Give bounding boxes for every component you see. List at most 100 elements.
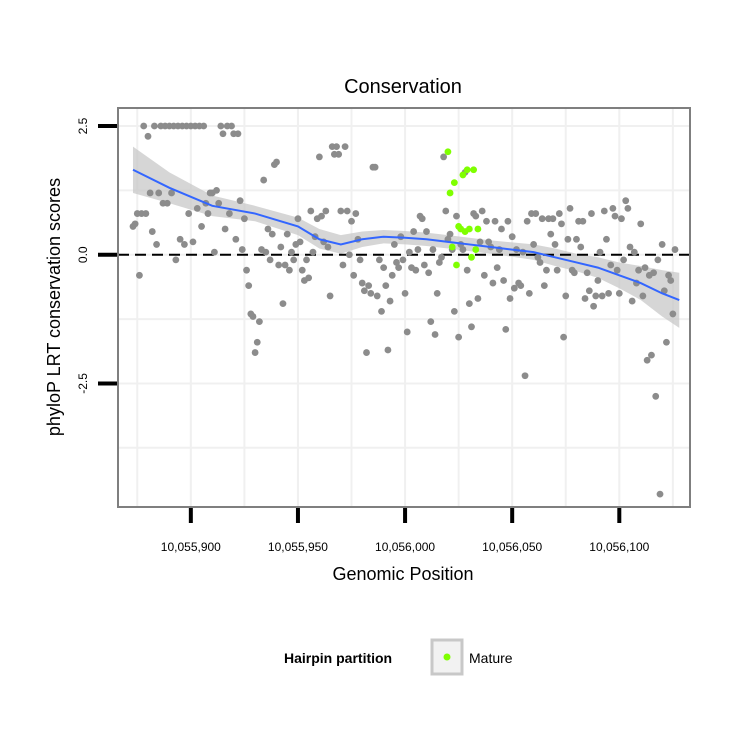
other-point — [560, 333, 568, 341]
mature-point — [450, 179, 458, 187]
other-point — [176, 235, 184, 243]
x-tick-label: 10,055,950 — [268, 540, 328, 554]
other-point — [573, 235, 580, 243]
other-point — [253, 338, 261, 346]
y-tick-label: 2.5 — [76, 117, 90, 134]
other-point — [249, 313, 257, 320]
other-point — [294, 215, 302, 223]
other-point — [279, 300, 287, 308]
other-point — [525, 289, 533, 297]
other-point — [423, 228, 430, 235]
other-point — [667, 277, 675, 284]
other-point — [463, 266, 471, 274]
other-point — [650, 269, 657, 277]
other-point — [588, 210, 595, 217]
other-point — [142, 210, 150, 217]
y-tick-label: 0.0 — [76, 246, 90, 263]
other-point — [288, 248, 295, 256]
other-point — [399, 256, 407, 264]
other-point — [266, 256, 274, 264]
other-point — [315, 153, 323, 161]
other-point — [630, 248, 638, 256]
other-point — [502, 325, 510, 333]
other-point — [641, 264, 649, 271]
other-point — [431, 331, 439, 338]
other-point — [296, 238, 304, 246]
other-point — [504, 217, 512, 225]
other-point — [303, 256, 310, 264]
other-point — [472, 212, 480, 220]
other-point — [298, 266, 306, 274]
other-point — [146, 189, 154, 197]
other-point — [395, 264, 403, 271]
other-point — [611, 212, 619, 220]
other-point — [658, 241, 666, 248]
other-point — [260, 176, 268, 184]
mature-point — [470, 166, 478, 174]
other-point — [453, 212, 460, 220]
other-point — [478, 207, 486, 215]
other-point — [558, 220, 565, 228]
other-point — [245, 282, 253, 290]
other-point — [656, 490, 664, 498]
legend-key-mature — [443, 653, 451, 661]
data-points — [129, 122, 679, 498]
mature-point — [468, 253, 475, 261]
other-point — [281, 261, 289, 269]
other-point — [562, 292, 570, 300]
other-point — [264, 225, 272, 233]
other-point — [185, 210, 193, 217]
other-point — [217, 122, 225, 130]
other-point — [476, 238, 484, 246]
other-point — [420, 261, 428, 269]
other-point — [450, 307, 458, 315]
other-point — [547, 230, 555, 238]
other-point — [530, 241, 538, 248]
other-point — [326, 292, 334, 300]
other-point — [131, 220, 139, 228]
other-point — [401, 289, 409, 297]
other-point — [193, 204, 201, 212]
other-point — [262, 248, 270, 256]
other-point — [596, 248, 604, 256]
other-point — [375, 256, 383, 264]
other-point — [378, 307, 385, 315]
other-point — [523, 217, 531, 225]
other-point — [663, 338, 670, 346]
other-point — [592, 292, 600, 300]
other-point — [393, 259, 400, 266]
other-point — [577, 243, 585, 251]
other-point — [455, 333, 463, 341]
other-point — [594, 277, 602, 284]
other-point — [628, 297, 636, 305]
other-point — [273, 158, 280, 166]
other-point — [613, 266, 621, 274]
plot-border — [117, 107, 691, 508]
other-point — [654, 256, 662, 264]
other-point — [148, 228, 156, 235]
other-point — [624, 204, 632, 212]
smooth-curve — [132, 168, 680, 301]
other-point — [226, 210, 233, 217]
other-point — [536, 259, 544, 266]
other-point — [333, 143, 340, 151]
other-point — [414, 246, 422, 253]
other-point — [551, 241, 559, 248]
other-point — [510, 284, 518, 292]
other-point — [240, 215, 248, 223]
other-point — [425, 269, 433, 277]
other-point — [652, 392, 660, 400]
other-point — [341, 143, 349, 151]
other-point — [198, 223, 205, 230]
mature-point — [453, 261, 460, 269]
other-point — [163, 199, 171, 207]
other-point — [352, 210, 360, 217]
other-point — [553, 266, 561, 274]
other-point — [403, 328, 411, 336]
other-point — [626, 243, 634, 251]
other-point — [337, 207, 345, 215]
other-point — [318, 212, 325, 220]
other-point — [538, 215, 546, 223]
other-point — [465, 300, 473, 308]
y-tick-label: -2.5 — [76, 373, 90, 394]
